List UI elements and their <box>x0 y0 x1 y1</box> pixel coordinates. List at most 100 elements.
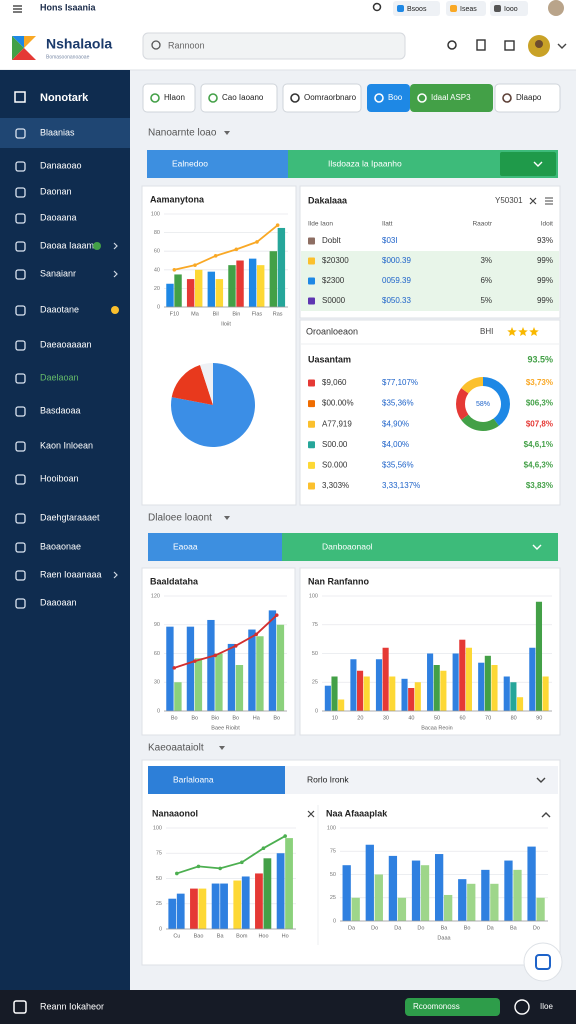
x-tick-label: Flas <box>252 311 263 317</box>
list-header: Uasantam <box>308 354 351 364</box>
logo-icon <box>12 36 24 60</box>
search-button[interactable] <box>447 40 457 50</box>
tab[interactable] <box>282 533 558 561</box>
toolbar-button[interactable] <box>410 84 493 112</box>
sidebar-item[interactable]: Daeaoaaaan <box>40 339 92 349</box>
grid-button[interactable] <box>504 40 515 51</box>
sidebar-item-icon <box>15 128 26 139</box>
sidebar-chevron <box>113 242 118 250</box>
x-tick-label: Da <box>348 925 356 931</box>
sidebar-item-icon <box>15 213 26 224</box>
x-tick-label: Bin <box>232 311 240 317</box>
line-point <box>213 254 218 258</box>
top-button[interactable] <box>393 1 440 16</box>
tab[interactable] <box>148 533 282 561</box>
bar <box>408 688 415 711</box>
top-button[interactable] <box>490 1 528 16</box>
sidebar-item[interactable]: Kaon Inloean <box>40 440 93 450</box>
sidebar-item[interactable]: Daonan <box>40 186 72 196</box>
sidebar-item-icon <box>15 269 26 280</box>
search-placeholder: Rannoon <box>168 40 205 50</box>
bar <box>166 626 174 711</box>
bar <box>215 279 224 307</box>
close-icon[interactable] <box>529 197 537 205</box>
bar <box>263 858 272 929</box>
tab[interactable] <box>285 766 558 794</box>
bottom-icon <box>13 1000 27 1014</box>
x-tick-label: Bil <box>213 311 219 317</box>
bar <box>510 682 517 711</box>
sidebar-item[interactable]: Blaanias <box>40 127 75 137</box>
top-button[interactable] <box>446 1 486 16</box>
caret <box>224 131 230 135</box>
line-series <box>176 835 286 875</box>
top-button-label: Bsoos <box>407 6 427 13</box>
toolbar-button-icon <box>150 93 160 103</box>
sidebar-item[interactable]: Baoaonae <box>40 541 81 551</box>
bottom-button[interactable] <box>405 998 500 1016</box>
bottom-link-icon[interactable] <box>514 999 530 1015</box>
help-button[interactable] <box>523 942 563 982</box>
sidebar-item[interactable]: Hooiboan <box>40 473 79 483</box>
bar <box>276 624 285 711</box>
toolbar-button[interactable] <box>200 83 278 113</box>
sidebar-item[interactable]: Daoaa Iaaam <box>40 240 94 250</box>
toolbar-button[interactable] <box>367 84 410 112</box>
list-value: 3,33,137% <box>382 481 420 490</box>
chart-title: Baaldataha <box>150 576 199 586</box>
sidebar-item[interactable]: Daelaoan <box>40 372 79 382</box>
list-change: $07,8% <box>526 419 553 428</box>
logo-icon <box>24 36 36 48</box>
toolbar-button[interactable] <box>282 83 362 113</box>
bar <box>269 251 278 307</box>
chevron <box>557 43 567 49</box>
row-icon <box>308 400 315 408</box>
bottom-link[interactable]: Iloe <box>540 1002 553 1011</box>
bar <box>527 846 536 921</box>
toolbar-button[interactable] <box>142 83 196 113</box>
y-tick-label: 100 <box>327 825 336 831</box>
sidebar-item[interactable]: Daaoaan <box>40 597 77 607</box>
y-tick-label: 120 <box>151 593 160 599</box>
column-header: Ilde Iaon <box>308 221 333 228</box>
y-tick-label: 50 <box>312 651 318 657</box>
tab[interactable] <box>147 150 288 178</box>
tab-action[interactable] <box>500 152 556 176</box>
x-tick-label: 60 <box>459 715 465 721</box>
label: Hons Isaania <box>40 2 97 12</box>
bookmark-button[interactable] <box>476 39 486 51</box>
search-box[interactable] <box>142 32 406 60</box>
sidebar-item[interactable]: Sanaianr <box>40 268 76 278</box>
bar <box>186 279 195 307</box>
line-point <box>274 613 279 617</box>
bar <box>513 869 522 921</box>
sidebar-item[interactable]: Danaaoao <box>40 160 82 170</box>
sidebar-item[interactable]: Daaotane <box>40 304 79 314</box>
chart-title: Aamanytona <box>150 194 205 204</box>
bar <box>389 676 396 711</box>
sidebar-active <box>0 118 130 148</box>
y-tick-label: 25 <box>156 901 162 907</box>
list-name: A77,919 <box>322 419 352 428</box>
bar <box>190 888 198 929</box>
sidebar-item[interactable]: Daehgtaraaaet <box>40 512 100 522</box>
close-icon[interactable] <box>307 810 315 818</box>
tab[interactable] <box>148 766 285 794</box>
sidebar-item[interactable]: Daoaana <box>40 212 77 222</box>
bar <box>220 883 228 929</box>
x-tick-label: Cu <box>173 933 180 939</box>
pie-slice <box>200 363 213 405</box>
table-cell: $050.33 <box>382 296 411 305</box>
bar <box>276 853 285 929</box>
toolbar-button[interactable] <box>494 83 561 113</box>
user-avatar[interactable] <box>548 0 564 16</box>
sidebar-chevron <box>113 270 118 278</box>
y-tick-label: 75 <box>330 849 336 855</box>
sidebar-item[interactable]: Basdaoaa <box>40 405 81 415</box>
sidebar-chevron <box>113 571 118 579</box>
sidebar-item[interactable]: Raen Ioaanaaa <box>40 569 102 579</box>
bar <box>277 227 286 307</box>
row-icon <box>308 461 315 469</box>
list-change: $06,3% <box>526 399 553 408</box>
